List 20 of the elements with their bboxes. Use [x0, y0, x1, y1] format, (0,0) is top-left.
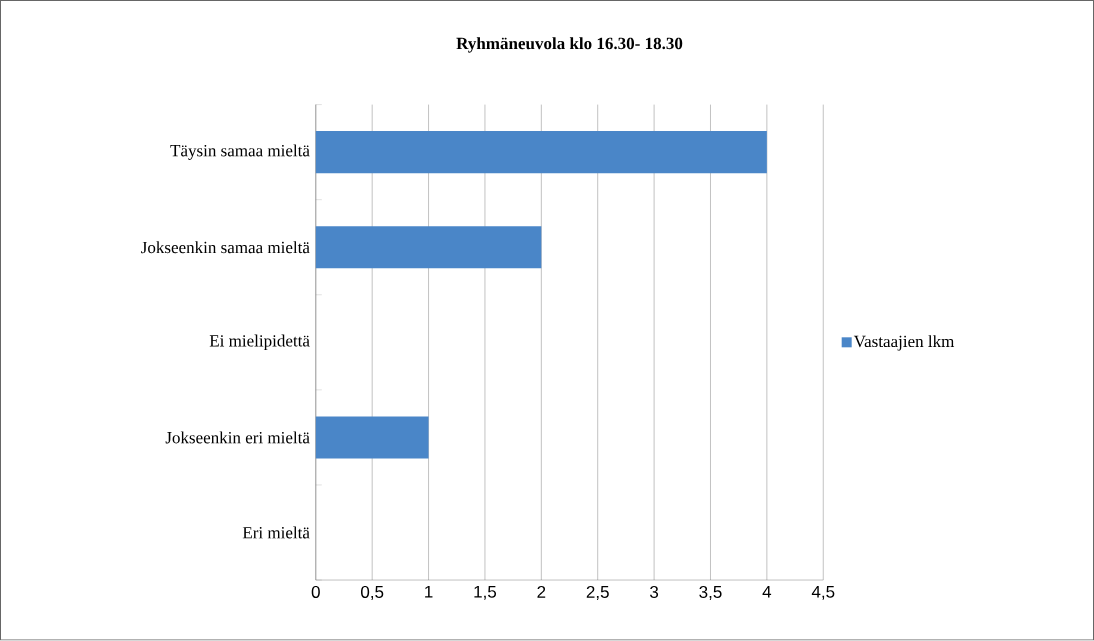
x-tick-label: 1	[425, 586, 433, 598]
bar	[315, 226, 542, 269]
x-tick-label: 4	[762, 586, 772, 598]
x-tick-label: 4,5	[811, 586, 835, 600]
y-tick-label: Täysin samaa mieltä	[170, 144, 310, 161]
y-tick-label: Eri mieltä	[242, 526, 310, 539]
legend-label: Vastaajien lkm	[853, 335, 955, 351]
chart-title: Ryhmäneuvola klo 16.30- 18.30	[456, 37, 683, 53]
x-tick-label: 0	[311, 586, 320, 599]
x-tick-label: 1,5	[474, 586, 497, 600]
bar	[315, 131, 767, 174]
y-tick-label: Jokseenkin eri mieltä	[165, 431, 310, 444]
x-tick-label: 2,5	[586, 586, 609, 601]
x-tick-label: 3	[650, 586, 659, 599]
y-tick-label: Jokseenkin samaa mieltä	[141, 241, 310, 254]
bar	[315, 416, 429, 459]
x-tick-label: 0,5	[361, 586, 384, 601]
y-tick-label: Ei mielipidettä	[209, 334, 310, 351]
x-tick-label: 2	[537, 586, 546, 598]
x-tick-label: 3,5	[699, 586, 722, 601]
